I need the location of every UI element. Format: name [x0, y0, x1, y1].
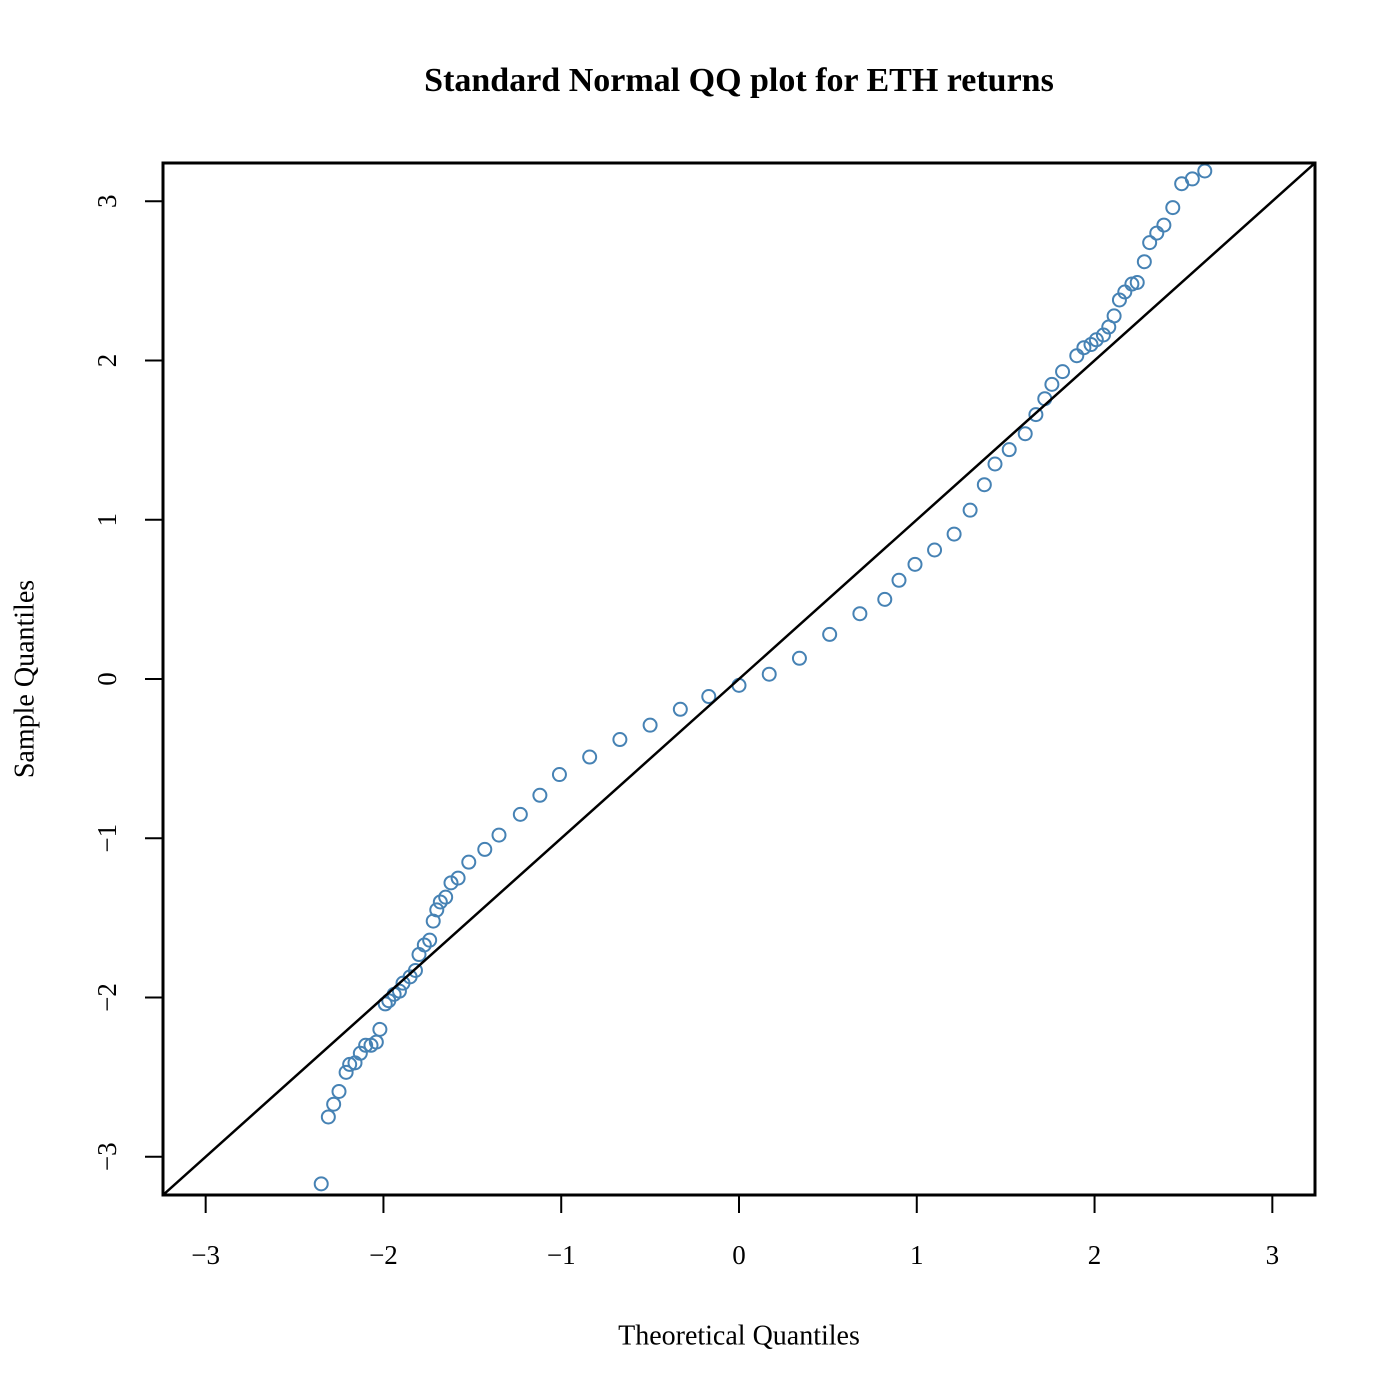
data-point	[761, 666, 777, 682]
data-point	[1028, 407, 1044, 423]
data-point	[407, 962, 423, 978]
y-tick-label: 3	[92, 194, 122, 208]
data-point	[551, 767, 567, 783]
data-point	[1149, 225, 1165, 241]
data-point	[372, 1021, 388, 1037]
data-point	[987, 456, 1003, 472]
data-point	[313, 1176, 329, 1192]
x-tick-label: 1	[910, 1240, 924, 1270]
data-point	[477, 841, 493, 857]
data-point	[1142, 235, 1158, 251]
data-point	[891, 572, 907, 588]
data-point	[422, 932, 438, 948]
data-point	[877, 591, 893, 607]
data-point	[461, 854, 477, 870]
data-point	[642, 717, 658, 733]
x-tick-label: −2	[369, 1240, 398, 1270]
data-point	[1106, 308, 1122, 324]
y-tick-label: 2	[92, 354, 122, 368]
data-point	[320, 1109, 336, 1125]
data-point	[701, 689, 717, 705]
y-tick-label: 0	[92, 672, 122, 686]
data-point	[1037, 391, 1053, 407]
data-point	[1055, 364, 1071, 380]
y-tick-label: −3	[92, 1142, 122, 1171]
data-point	[822, 626, 838, 642]
chart-title: Standard Normal QQ plot for ETH returns	[424, 62, 1054, 99]
data-point	[1184, 171, 1200, 187]
data-point	[946, 526, 962, 542]
y-tick-label: −1	[92, 824, 122, 853]
data-point	[1001, 442, 1017, 458]
data-point	[512, 806, 528, 822]
data-point	[907, 556, 923, 572]
data-point	[731, 677, 747, 693]
data-point	[962, 502, 978, 518]
data-point	[791, 650, 807, 666]
x-tick-label: 0	[732, 1240, 746, 1270]
data-point	[438, 889, 454, 905]
data-point	[532, 787, 548, 803]
data-point	[358, 1037, 374, 1053]
x-axis-label: Theoretical Quantiles	[618, 1320, 860, 1351]
reference-line	[163, 163, 1315, 1195]
data-point	[927, 542, 943, 558]
data-point	[1136, 254, 1152, 270]
data-point	[852, 606, 868, 622]
data-point	[672, 701, 688, 717]
data-point	[1076, 340, 1092, 356]
y-axis-label: Sample Quantiles	[9, 580, 40, 778]
y-tick-label: −2	[92, 983, 122, 1012]
data-point	[450, 870, 466, 886]
x-tick-label: 3	[1266, 1240, 1280, 1270]
data-point	[1017, 426, 1033, 442]
data-point	[612, 732, 628, 748]
x-tick-label: −3	[191, 1240, 220, 1270]
y-tick-label: 1	[92, 513, 122, 527]
data-point	[582, 749, 598, 765]
x-tick-label: −1	[547, 1240, 576, 1270]
data-point	[331, 1083, 347, 1099]
data-point	[491, 827, 507, 843]
data-point	[1129, 274, 1145, 290]
data-point	[976, 477, 992, 493]
data-point	[1069, 348, 1085, 364]
x-tick-label: 2	[1088, 1240, 1102, 1270]
data-point	[326, 1096, 342, 1112]
data-point	[1197, 163, 1213, 179]
data-point	[338, 1064, 354, 1080]
data-point	[1165, 200, 1181, 216]
plot-area	[163, 163, 1315, 1195]
data-point	[1044, 376, 1060, 392]
data-point	[429, 902, 445, 918]
data-point	[1156, 217, 1172, 233]
